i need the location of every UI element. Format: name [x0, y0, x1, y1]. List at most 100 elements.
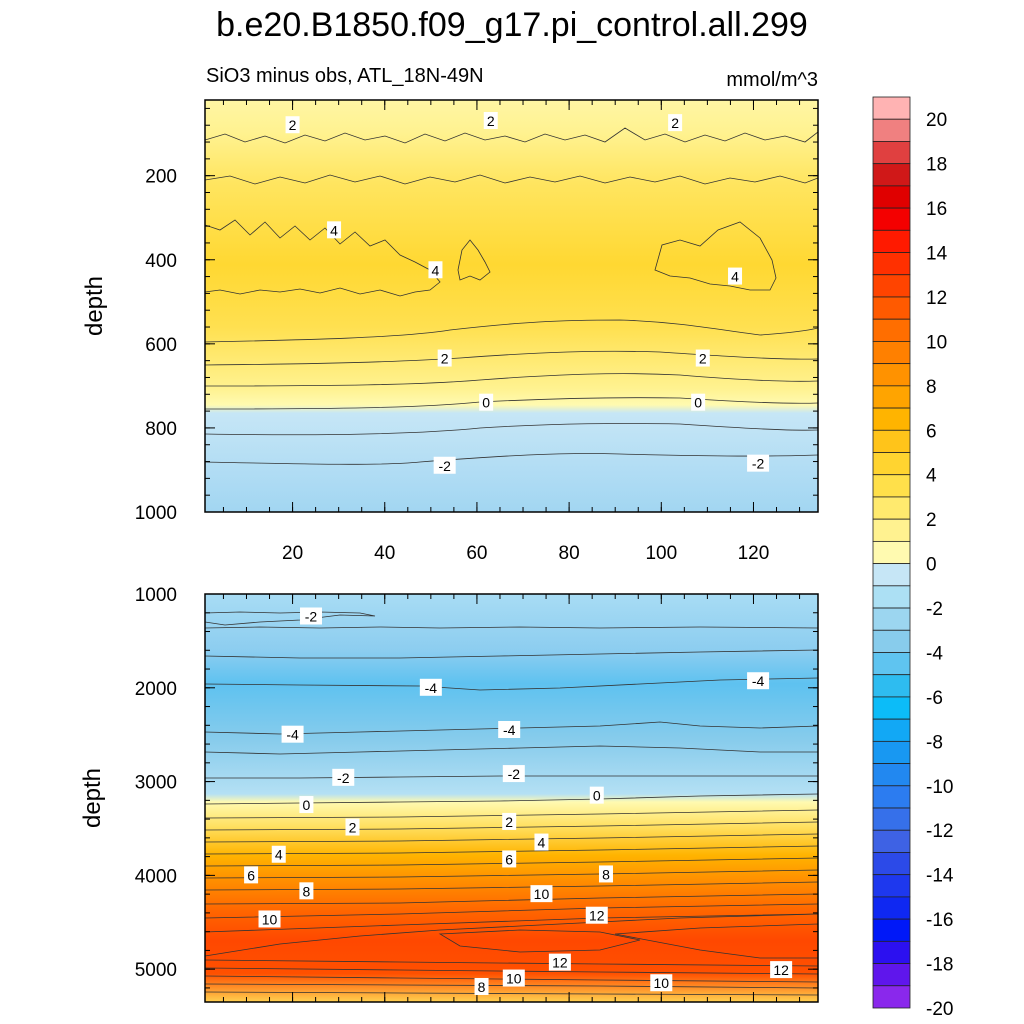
- contour-label-box: [474, 977, 489, 995]
- x-tick-label: 20: [282, 543, 303, 564]
- contour-label: 6: [505, 851, 513, 867]
- colorbar-swatch: [872, 829, 911, 853]
- colorbar-swatch: [872, 118, 911, 142]
- contour-label-box: [419, 678, 442, 696]
- colorbar-swatch: [872, 407, 911, 431]
- colorbar-swatch: [872, 363, 911, 387]
- colorbar-label: -8: [926, 732, 943, 753]
- contour-label: 6: [247, 867, 255, 883]
- contour-label: 2: [505, 814, 513, 830]
- contour-label-box: [585, 906, 608, 924]
- upper-contour-line: [205, 397, 818, 410]
- colorbar-label: -12: [926, 821, 953, 842]
- contour-label-box: [479, 393, 494, 411]
- contour-label: 2: [487, 113, 495, 129]
- lower-contour-line: [205, 857, 818, 867]
- colorbar-swatch: [872, 674, 911, 698]
- colorbar-swatch: [872, 141, 911, 165]
- lower-contour-line: [614, 923, 818, 959]
- contour-label-box: [258, 910, 281, 928]
- colorbar-label: 12: [926, 288, 947, 309]
- colorbar-label: -2: [926, 599, 943, 620]
- lower-contour-line: [205, 913, 818, 933]
- colorbar-swatch: [872, 296, 911, 320]
- colorbar-swatch: [872, 852, 911, 876]
- contour-label: -4: [286, 727, 299, 743]
- colorbar-swatch: [872, 963, 911, 987]
- contour-label: -2: [508, 766, 521, 782]
- contour-label-box: [345, 818, 360, 836]
- y-tick-label: 800: [145, 419, 177, 440]
- lower-y-axis-title: depth: [79, 768, 106, 828]
- y-tick-label: 1000: [135, 503, 177, 524]
- colorbar-label: -4: [926, 643, 943, 664]
- upper-contour-line: [205, 453, 818, 465]
- upper-y-axis-title: depth: [81, 276, 108, 336]
- contour-label: -4: [425, 680, 438, 696]
- upper-contour-line: [654, 221, 777, 291]
- contour-label-box: [428, 261, 443, 279]
- colorbar-swatch: [872, 274, 911, 298]
- contour-label: 8: [303, 883, 311, 899]
- lower-contour-line: [205, 626, 818, 629]
- colorbar-swatch: [872, 696, 911, 720]
- colorbar-swatch: [872, 629, 911, 653]
- contour-label: 10: [506, 971, 522, 987]
- colorbar-swatch: [872, 874, 911, 898]
- x-tick-label: 120: [738, 543, 770, 564]
- colorbar-swatch: [872, 496, 911, 520]
- x-tick-label: 100: [645, 543, 677, 564]
- colorbar-swatch: [872, 474, 911, 498]
- y-tick-label: 400: [145, 251, 177, 272]
- contour-label-box: [548, 953, 571, 971]
- y-tick-label: 3000: [135, 773, 177, 794]
- units-label: mmol/m^3: [726, 69, 818, 91]
- upper-contour-line: [205, 373, 818, 387]
- lower-contour-line: [205, 809, 818, 819]
- colorbar-swatch: [872, 452, 911, 476]
- contour-label-box: [285, 116, 300, 134]
- colorbar-swatch: [872, 341, 911, 365]
- upper-contour-line: [205, 319, 818, 343]
- contour-label: 4: [432, 262, 440, 278]
- lower-panel: 1000 2000 3000 4000 5000 -2 -4 -4 -4 -4 -2 -2 0 0 2 2 4…: [79, 585, 819, 1003]
- lower-contour-line: [205, 913, 818, 957]
- colorbar-label: 20: [926, 110, 947, 131]
- lower-contour-line: [205, 893, 818, 905]
- contour-label-box: [747, 672, 770, 690]
- colorbar-swatch: [872, 229, 911, 253]
- colorbar-label: 18: [926, 155, 947, 176]
- colorbar-swatch: [872, 385, 911, 409]
- lower-contour-line: [205, 821, 818, 831]
- colorbar-swatch: [872, 585, 911, 609]
- colorbar-swatch: [872, 607, 911, 631]
- contour-label-box: [244, 866, 259, 884]
- contour-label-box: [332, 768, 355, 786]
- y-tick-label: 1000: [135, 585, 177, 606]
- contour-label: -4: [503, 722, 516, 738]
- colorbar-label: -16: [926, 910, 953, 931]
- colorbar-swatch: [872, 429, 911, 453]
- lower-contour-line: [205, 611, 376, 626]
- contour-label: 2: [441, 351, 449, 367]
- contour-label: 4: [330, 222, 338, 238]
- contour-label: 0: [593, 788, 601, 804]
- lower-contour-line: [205, 959, 818, 967]
- lower-contour-line: [205, 967, 818, 975]
- contour-label: -2: [337, 770, 350, 786]
- contour-label-box: [327, 221, 342, 239]
- colorbar-label: -20: [926, 999, 953, 1020]
- y-tick-label: 5000: [135, 960, 177, 981]
- chart-title: b.e20.B1850.f09_g17.pi_control.all.299: [216, 6, 808, 44]
- contour-label-box: [502, 765, 525, 783]
- contour-label-box: [437, 349, 452, 367]
- contour-label-box: [589, 786, 604, 804]
- colorbar-swatch: [872, 896, 911, 920]
- colorbar-label: 6: [926, 421, 937, 442]
- colorbar-label: 10: [926, 332, 947, 353]
- colorbar-label: 14: [926, 244, 948, 265]
- upper-contour-line: [205, 423, 818, 436]
- lower-plot-area: [205, 594, 818, 1002]
- chart-subtitle: SiO3 minus obs, ATL_18N-49N: [206, 65, 484, 87]
